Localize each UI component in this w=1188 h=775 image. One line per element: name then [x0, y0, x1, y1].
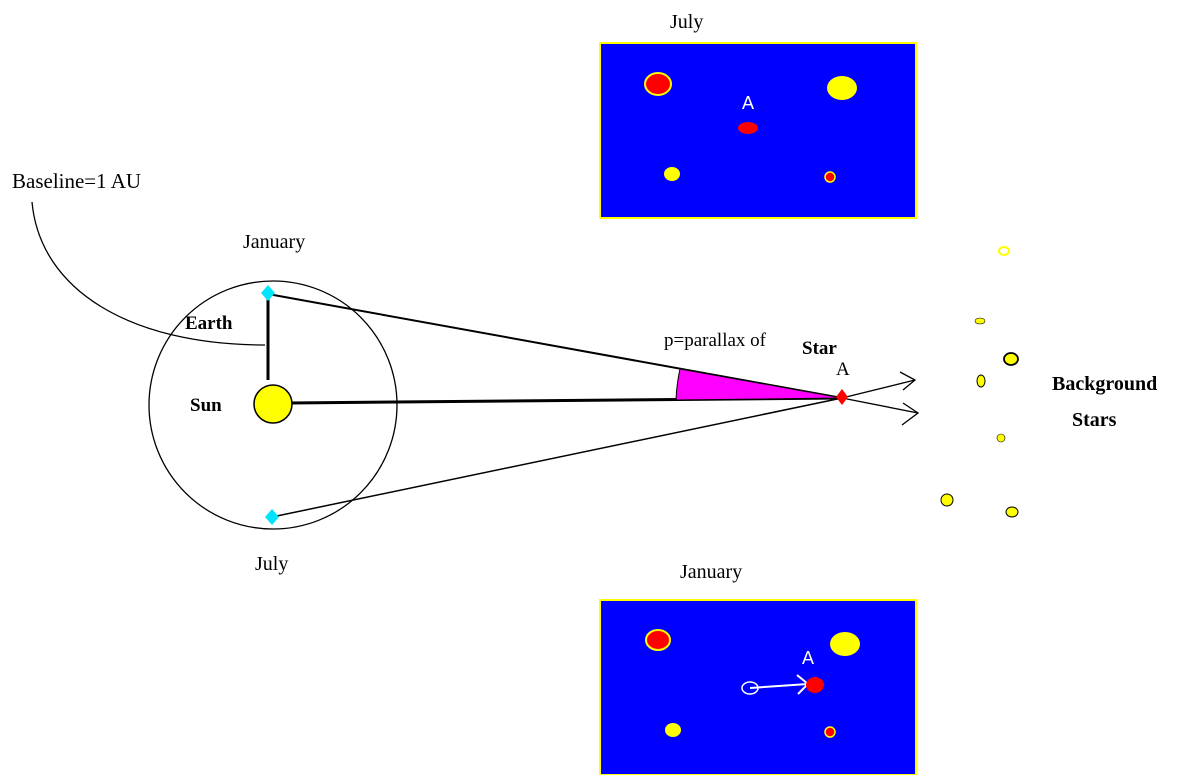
january-sky-panel: A — [599, 599, 917, 775]
baseline-pointer-curve — [31, 201, 266, 346]
background-star — [1003, 352, 1019, 366]
star-label: Star — [802, 338, 837, 359]
january-orbit-label: January — [243, 231, 305, 253]
star-a — [836, 389, 848, 405]
sightline-july — [271, 397, 843, 518]
arrowhead-lower — [901, 402, 920, 426]
baseline-label: Baseline=1 AU — [12, 169, 141, 193]
july-panel-title: July — [670, 11, 703, 33]
july-orbit-label: July — [255, 553, 288, 575]
extension-line-upper — [841, 379, 916, 399]
background-star — [974, 317, 986, 325]
panel-star-yellow-large — [827, 76, 857, 100]
january-panel-title: January — [680, 561, 742, 583]
panel-star-yellow-small — [664, 167, 680, 181]
background-stars-label-line1: Background — [1052, 373, 1157, 395]
background-stars-label-line2: Stars — [1072, 409, 1117, 431]
panel-star-yellow-large — [830, 632, 860, 656]
panel-star-yellow-small — [665, 723, 681, 737]
panel-star-red-small — [824, 726, 836, 738]
july-sky-panel: A — [599, 42, 917, 219]
panel-star-a — [738, 122, 758, 134]
earth-january-marker — [261, 285, 275, 301]
star-a-letter: A — [836, 359, 850, 380]
panel-star-red-small — [824, 171, 836, 183]
background-star — [998, 246, 1010, 256]
panel-star-red-large — [645, 629, 671, 651]
earth-orbit — [148, 280, 398, 530]
sun-label: Sun — [190, 395, 222, 416]
panel-shift-arrow-line — [749, 683, 809, 689]
parallax-label: p=parallax of — [664, 330, 767, 351]
july-panel-background — [599, 42, 917, 219]
panel-star-red-large — [644, 72, 672, 96]
panel-star-a-letter: A — [802, 648, 814, 668]
parallax-angle-wedge — [675, 368, 843, 401]
arrowhead-upper — [899, 371, 917, 391]
background-stars — [940, 246, 1019, 518]
panel-star-a-letter: A — [742, 93, 754, 113]
earth-july-marker — [265, 509, 279, 525]
background-star — [1005, 506, 1019, 518]
sun — [253, 384, 293, 424]
background-star — [996, 433, 1006, 443]
earth-label: Earth — [185, 313, 233, 334]
background-star — [940, 493, 954, 507]
panel-star-a — [806, 677, 824, 693]
extension-line-lower — [841, 397, 919, 414]
background-star — [976, 374, 986, 388]
